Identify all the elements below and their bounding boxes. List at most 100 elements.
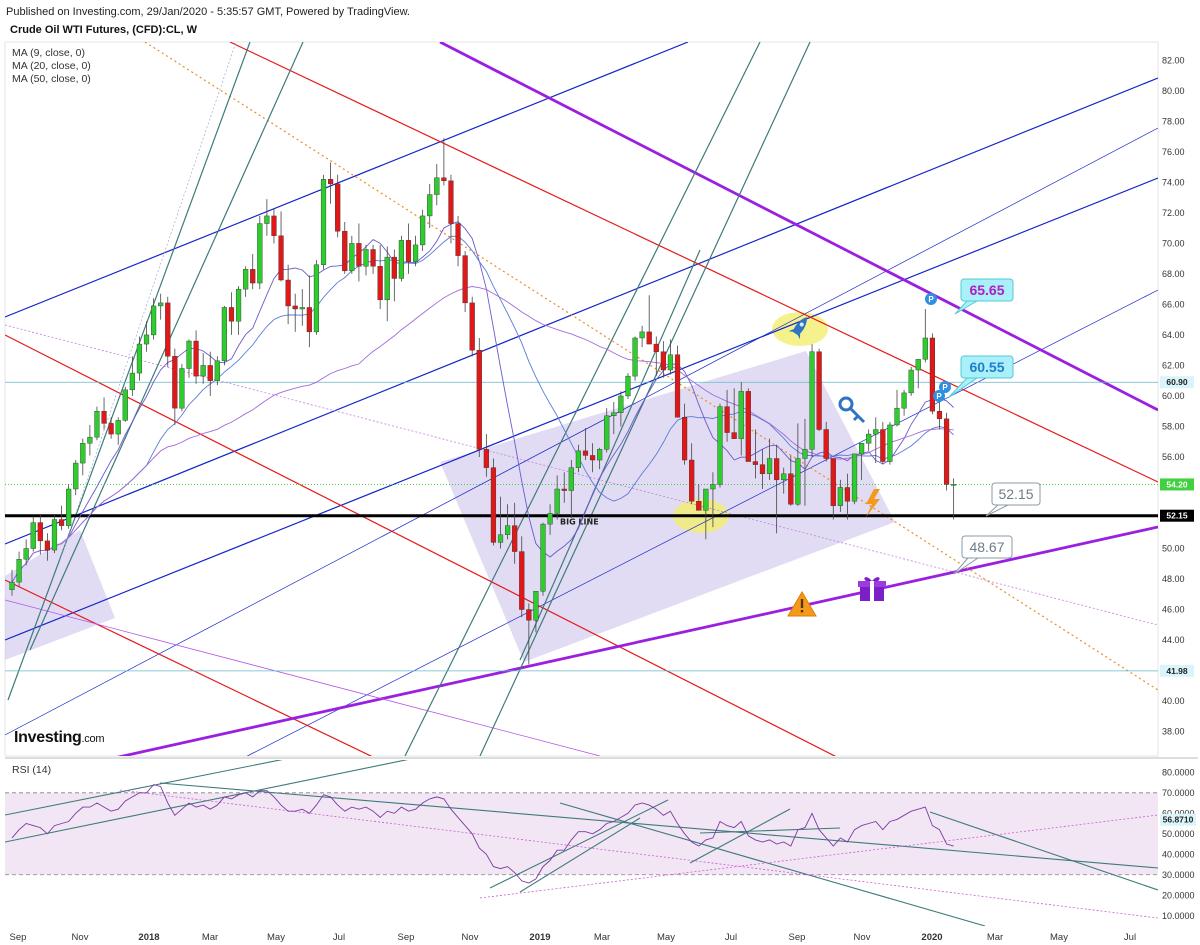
candle xyxy=(115,417,121,445)
candle xyxy=(250,254,256,290)
candle xyxy=(264,199,270,236)
indicator-ma9[interactable]: MA (9, close, 0) xyxy=(12,47,85,59)
candle xyxy=(866,429,872,451)
candle xyxy=(752,429,759,479)
y-tick-label: 58.00 xyxy=(1162,421,1185,431)
candle-body xyxy=(94,411,100,438)
y-tick-label: 72.00 xyxy=(1162,208,1185,218)
candle xyxy=(547,504,553,535)
candle xyxy=(129,356,135,396)
x-tick-label: Jul xyxy=(725,932,737,943)
candle xyxy=(618,391,624,427)
candle xyxy=(589,443,596,473)
x-tick-label: 2020 xyxy=(921,932,942,943)
candle xyxy=(136,336,143,381)
candle-body xyxy=(278,235,284,281)
indicator-ma50[interactable]: MA (50, close, 0) xyxy=(12,73,91,85)
y-tick-label: 68.00 xyxy=(1162,269,1185,279)
candle-body xyxy=(264,215,270,224)
chart-title: Crude Oil WTI Futures, (CFD):CL, W xyxy=(10,24,197,36)
candle-body xyxy=(653,343,659,352)
candle-body xyxy=(405,240,412,262)
candle-body xyxy=(285,279,291,307)
rsi-trendline-3 xyxy=(929,811,1158,891)
price-tag-bg xyxy=(1160,664,1194,677)
candle-body xyxy=(420,215,426,246)
y-tick-label: 60.00 xyxy=(1162,391,1185,401)
candle-body xyxy=(363,249,369,267)
candle xyxy=(873,417,879,464)
candle xyxy=(766,438,773,480)
candle xyxy=(774,444,780,534)
candle xyxy=(158,293,164,320)
candle-body xyxy=(660,351,666,371)
candle-body xyxy=(186,340,192,369)
candle-body xyxy=(44,540,51,551)
candle-body xyxy=(802,449,808,459)
candle xyxy=(660,341,666,378)
candle xyxy=(398,235,405,282)
rocket-body xyxy=(792,317,807,336)
candle-body xyxy=(193,340,199,377)
candle xyxy=(200,353,206,384)
candle-body xyxy=(512,525,518,552)
candle xyxy=(951,478,957,520)
candle-body xyxy=(292,305,298,310)
candle xyxy=(243,266,249,297)
candle-body xyxy=(936,411,943,420)
candle-body xyxy=(412,244,419,262)
x-tick-label: Mar xyxy=(987,932,1003,943)
candle xyxy=(646,295,652,345)
candle xyxy=(710,472,716,528)
candle xyxy=(540,522,546,596)
candle-body xyxy=(540,523,546,592)
rsi-band-fill xyxy=(5,792,1158,875)
candle-body xyxy=(122,389,128,421)
candle xyxy=(313,260,320,335)
candle xyxy=(73,460,79,496)
candle-body xyxy=(342,230,348,272)
candle-body xyxy=(313,264,320,333)
callout-label: 65.65 xyxy=(954,278,1014,315)
candle-body xyxy=(703,488,709,511)
candle xyxy=(844,473,851,520)
key-ring xyxy=(838,396,854,412)
rsi-pane-label[interactable]: RSI (14) xyxy=(12,764,52,776)
rsi-trendline-9 xyxy=(479,814,1158,899)
candle-body xyxy=(505,525,511,535)
candle-body xyxy=(526,609,532,621)
candle-body xyxy=(129,372,135,391)
callout-text: 48.67 xyxy=(969,539,1004,555)
candle xyxy=(377,244,383,309)
candle-body xyxy=(837,487,843,506)
candle xyxy=(667,339,674,375)
rsi-y-tick-label: 70.0000 xyxy=(1162,788,1195,798)
candle xyxy=(370,244,376,274)
candle xyxy=(519,536,525,618)
blue-channel-low xyxy=(5,177,1158,641)
candle-body xyxy=(328,179,334,185)
rsi-y-tick-label: 20.0000 xyxy=(1162,890,1195,900)
candle-body xyxy=(483,449,489,468)
candle-body xyxy=(604,415,610,450)
callout-box xyxy=(991,482,1041,506)
candle-body xyxy=(143,334,150,345)
p-marker-icon: P xyxy=(939,381,951,393)
candle xyxy=(214,356,220,386)
candle-body xyxy=(632,337,638,377)
candle-body xyxy=(582,450,589,456)
candle-body xyxy=(859,443,865,455)
warning-dot xyxy=(800,610,804,613)
candle xyxy=(696,484,702,511)
indicator-ma20[interactable]: MA (20, close, 0) xyxy=(12,60,91,72)
candle-body xyxy=(16,558,22,583)
candle xyxy=(823,421,829,462)
candle-body xyxy=(165,302,171,357)
candle-body xyxy=(398,240,405,279)
rsi-y-tick-label: 50.0000 xyxy=(1162,829,1195,839)
blue-channel-thin xyxy=(5,127,1158,736)
rsi-value-text: 56.8710 xyxy=(1163,815,1194,825)
rsi-trendline-6 xyxy=(519,817,641,893)
candle xyxy=(568,460,574,518)
